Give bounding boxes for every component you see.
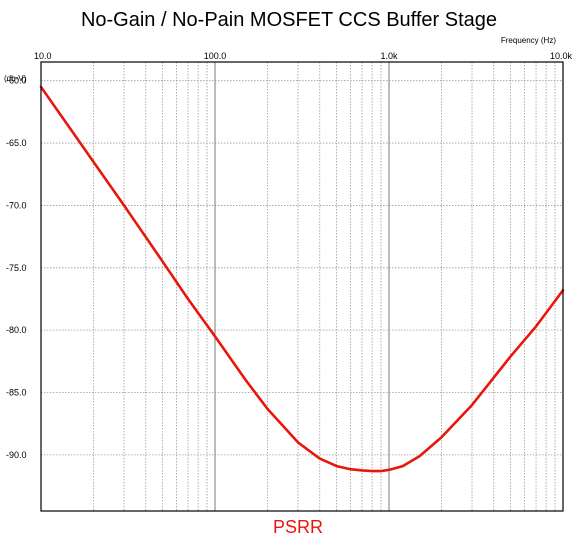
y-tick-label: -80.0: [6, 325, 27, 335]
y-tick-label: -60.0: [6, 76, 27, 86]
x-tick-labels: 10.0 100.0 1.0k 10.0k: [34, 51, 572, 61]
y-tick-label: -70.0: [6, 200, 27, 210]
plot-frame: [40, 61, 564, 512]
y-tick-label: -90.0: [6, 450, 27, 460]
x-tick-label: 1.0k: [380, 51, 398, 61]
x-tick-label: 10.0: [34, 51, 52, 61]
x-axis-label: Frequency (Hz): [501, 36, 556, 45]
y-axis-label: (db-V): [4, 74, 27, 83]
y-tick-label: -85.0: [6, 388, 27, 398]
x-tick-label: 10.0k: [550, 51, 573, 61]
series-layer: [39, 85, 565, 473]
grid: [41, 62, 563, 511]
series-label-psrr: PSRR: [273, 517, 323, 537]
y-tick-label: -65.0: [6, 138, 27, 148]
chart-title: No-Gain / No-Pain MOSFET CCS Buffer Stag…: [81, 9, 497, 31]
series-line-psrr: [39, 85, 565, 473]
y-tick-label: -75.0: [6, 263, 27, 273]
y-tick-labels: -60.0 -65.0 -70.0 -75.0 -80.0 -85.0 -90.0: [6, 76, 27, 460]
x-tick-label: 100.0: [204, 51, 227, 61]
